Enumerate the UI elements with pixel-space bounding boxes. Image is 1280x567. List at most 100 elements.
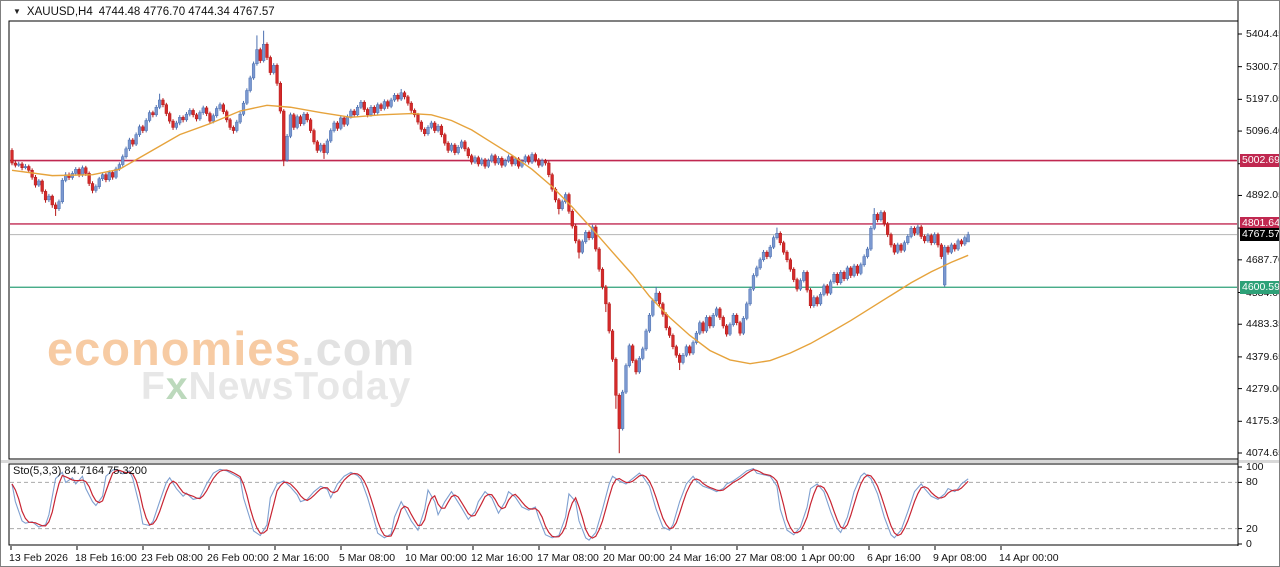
candle-body <box>704 317 709 332</box>
candle-body <box>13 162 17 166</box>
candle-body <box>470 155 474 163</box>
candle-body <box>725 325 729 335</box>
watermark-x: x <box>165 365 189 408</box>
price-axis-tick: 4483.35 <box>1246 318 1279 331</box>
candle-body <box>382 101 387 109</box>
candle-body <box>409 102 413 111</box>
price-axis-tick: 5197.05 <box>1246 93 1279 106</box>
candle-body <box>111 172 115 178</box>
candle-body <box>436 125 440 131</box>
ohlc-readout: 4744.48 4776.70 4744.34 4767.57 <box>98 5 275 18</box>
candle-body <box>285 135 289 161</box>
candle-body <box>624 365 628 393</box>
candle-body <box>17 163 21 166</box>
candle-body <box>258 49 262 61</box>
watermark-fxnewstoday: FxNewsToday <box>141 367 411 406</box>
candle-body <box>956 240 960 250</box>
candle-body <box>389 99 393 107</box>
candle-body <box>74 169 78 174</box>
candle-body <box>154 106 158 116</box>
candle-body <box>399 92 403 100</box>
candle-body <box>926 235 930 242</box>
candle-body <box>90 183 95 191</box>
candle-body <box>936 234 940 246</box>
price-axis-tick: 5404.45 <box>1246 28 1279 40</box>
candle-body <box>319 144 323 151</box>
candle-body <box>87 173 91 184</box>
candle-body <box>875 214 880 220</box>
candle-body <box>201 107 205 113</box>
watermark-rest: NewsToday <box>188 365 412 408</box>
candle-body <box>825 285 829 294</box>
candle-body <box>802 272 806 281</box>
candle-body <box>416 114 420 123</box>
candle-body <box>238 113 242 123</box>
candle-body <box>845 267 849 279</box>
candle-body <box>386 101 390 107</box>
price-axis-tick: 4074.65 <box>1246 447 1279 459</box>
candle-body <box>181 117 185 121</box>
price-axis-tick: 4687.70 <box>1246 253 1279 266</box>
candle-body <box>728 324 732 335</box>
candle-body <box>329 130 333 142</box>
time-axis-tick: 6 Apr 16:00 <box>867 552 921 564</box>
candle-body <box>694 332 699 343</box>
candle-body <box>510 156 514 165</box>
candle-body <box>114 168 118 178</box>
candle-body <box>476 157 480 165</box>
candle-body <box>141 126 145 131</box>
candle-body <box>40 180 44 192</box>
candle-body <box>560 201 564 209</box>
candle-body <box>396 95 400 100</box>
candle-body <box>144 120 148 131</box>
candle-body <box>325 140 329 153</box>
candle-body <box>842 272 846 279</box>
candle-body <box>835 273 839 283</box>
candle-body <box>480 159 484 165</box>
candle-body <box>654 292 658 301</box>
candle-body <box>771 237 776 248</box>
candle-body <box>533 154 537 161</box>
candle-body <box>547 162 551 175</box>
candle-body <box>798 280 803 290</box>
candle-body <box>443 134 447 144</box>
candle-body <box>745 303 749 319</box>
candle-body <box>761 251 766 260</box>
candle-body <box>376 104 380 113</box>
candle-body <box>751 275 756 290</box>
candle-body <box>517 158 521 167</box>
candle-body <box>882 212 886 225</box>
candle-body <box>362 101 366 110</box>
candle-body <box>506 156 511 162</box>
candle-body <box>698 322 702 334</box>
candle-body <box>426 127 430 134</box>
time-axis-tick: 14 Apr 00:00 <box>999 552 1059 564</box>
sto-axis-tick: 20 <box>1246 522 1258 535</box>
candle-body <box>644 330 648 350</box>
candle-body <box>198 112 202 120</box>
candle-body <box>637 358 641 373</box>
symbol-timeframe-label: XAUUSD,H4 <box>26 5 93 18</box>
candle-body <box>463 141 467 150</box>
pane-separator[interactable] <box>1 460 1280 463</box>
candle-body <box>919 226 923 237</box>
candle-body <box>439 125 444 135</box>
candle-body <box>657 292 662 305</box>
time-axis-tick: 18 Feb 16:00 <box>75 552 137 564</box>
candle-body <box>37 180 41 186</box>
candle-body <box>859 264 863 274</box>
candle-body <box>557 199 561 209</box>
candle-body <box>278 83 282 112</box>
time-axis-tick: 5 Mar 08:00 <box>339 552 396 564</box>
candle-body <box>899 244 903 251</box>
candle-body <box>869 227 873 250</box>
symbol-dropdown-icon[interactable]: ▼ <box>13 7 21 16</box>
candle-body <box>255 49 259 65</box>
candle-body <box>248 77 252 91</box>
candle-body <box>161 99 165 105</box>
candle-body <box>315 141 319 151</box>
candle-body <box>171 120 175 128</box>
candle-body <box>423 129 427 134</box>
candle-body <box>245 90 249 104</box>
